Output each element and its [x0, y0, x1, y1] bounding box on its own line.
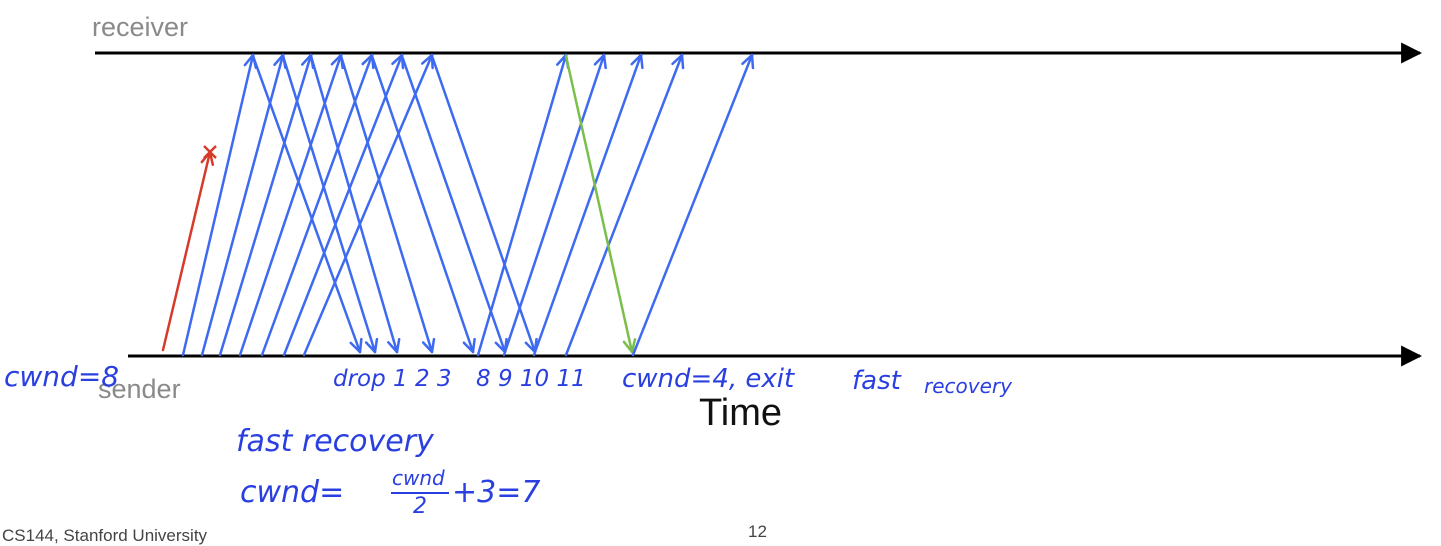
- post-exit-packet: [631, 53, 755, 357]
- recovery-packet-4: [564, 53, 685, 357]
- acks-list-note: 8 9 10 11: [476, 366, 586, 392]
- fast-recovery-formula-right: +3=7: [452, 475, 541, 510]
- fast-recovery-formula-denominator: 2: [413, 494, 427, 519]
- data-packet-1: [181, 53, 258, 357]
- sender-label: sender: [98, 374, 181, 404]
- fast-recovery-formula-left: cwnd=: [240, 475, 345, 510]
- fast-recovery-title: fast recovery: [236, 424, 434, 459]
- recovery-packet-2: [502, 53, 607, 357]
- drop-cross-mark: [203, 145, 217, 159]
- receiver-label: receiver: [92, 12, 189, 42]
- dup-ack-3: [309, 54, 401, 354]
- dropped-packet: [161, 150, 215, 352]
- dup-ack-4: [339, 54, 436, 354]
- footer-page-number: 12: [748, 522, 767, 541]
- recovery-packet-3: [532, 53, 644, 357]
- dup-ack-5: [370, 54, 476, 354]
- dup-ack-1: [251, 54, 363, 354]
- fast-recovery-formula-numerator: cwnd: [392, 466, 445, 490]
- exit-recovery-note: recovery: [924, 374, 1012, 398]
- dup-ack-2: [281, 54, 379, 354]
- fraction-bar: [391, 492, 449, 494]
- exit-fast-note: fast: [852, 366, 901, 396]
- new-ack: [564, 54, 637, 354]
- cwnd-start-note: cwnd=8: [4, 360, 120, 393]
- data-packet-4: [238, 53, 344, 357]
- time-label: Time: [699, 392, 783, 434]
- data-packet-3: [218, 53, 315, 357]
- exit-note: cwnd=4, exit: [622, 364, 795, 394]
- footer-course: CS144, Stanford University: [2, 526, 208, 545]
- drop-list-note: drop 1 2 3: [333, 366, 452, 392]
- data-packet-5: [260, 53, 375, 357]
- packet-arrows: [161, 53, 755, 357]
